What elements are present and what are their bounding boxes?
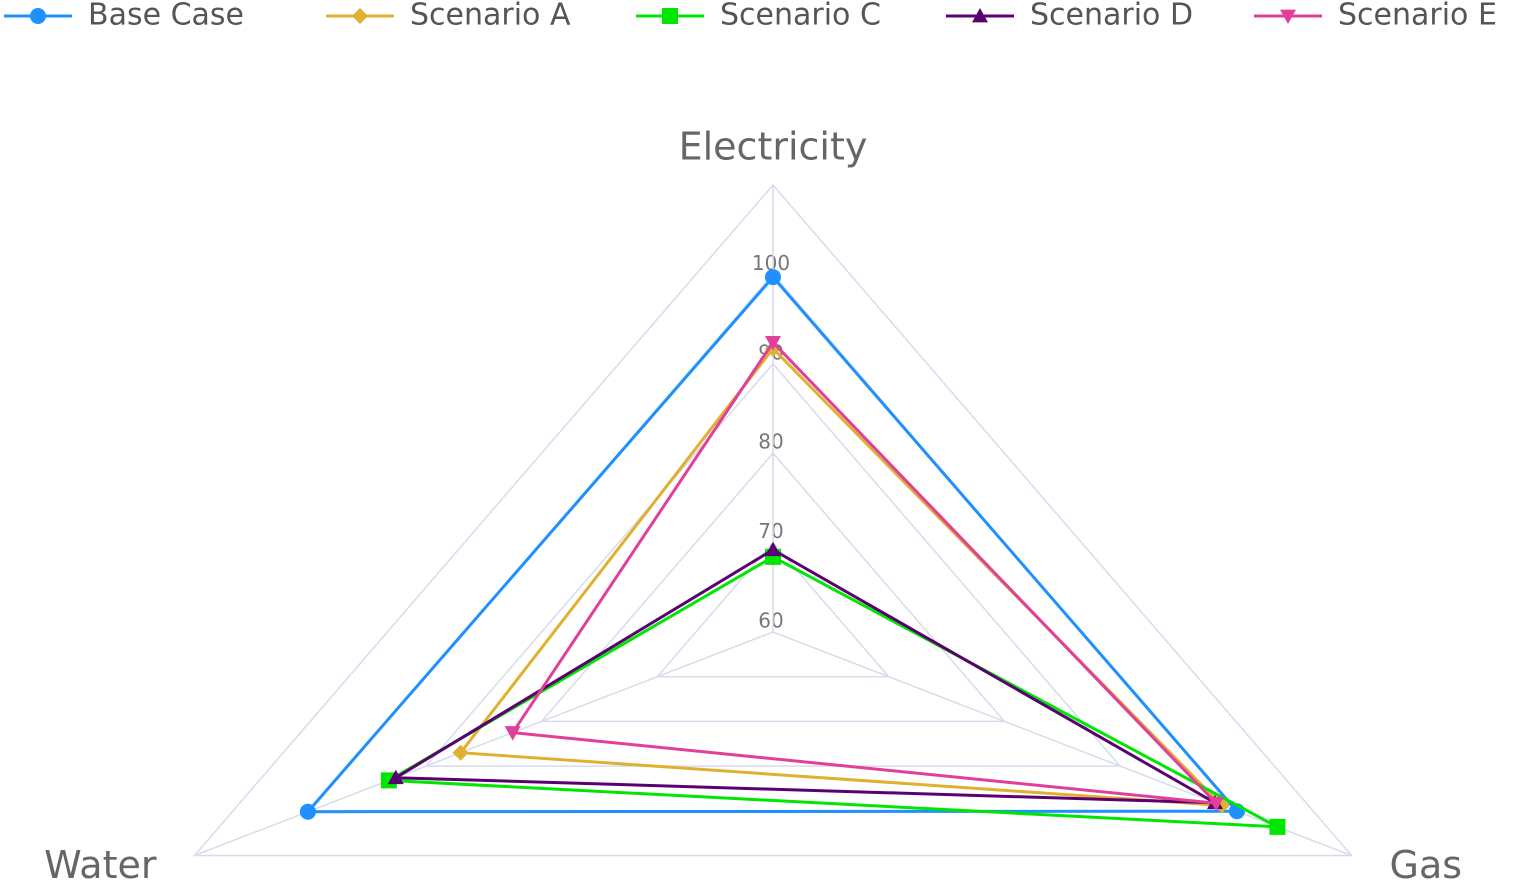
data-point [765, 269, 781, 286]
grid-ring [424, 362, 1122, 767]
grid-ring [655, 541, 891, 678]
axis-label: Gas [1390, 843, 1463, 882]
legend-swatch-marker [30, 8, 46, 24]
data-point [1269, 818, 1286, 835]
legend-label: Scenario E [1338, 0, 1497, 33]
legend-swatch-marker [1280, 9, 1296, 24]
legend-label: Scenario A [410, 0, 571, 33]
legend-label: Base Case [88, 0, 244, 33]
data-point [387, 769, 404, 785]
legend-item: Scenario C [636, 0, 881, 33]
legend-swatch-marker [972, 8, 988, 23]
legend-item: Base Case [4, 0, 244, 33]
series-line [390, 548, 1216, 805]
r-tick-label: 60 [758, 609, 783, 633]
legend-item: Scenario D [946, 0, 1193, 33]
spoke [772, 631, 1352, 857]
data-point [765, 541, 781, 557]
data-point [504, 726, 521, 741]
legend-swatch-marker [352, 8, 368, 24]
data-point [1208, 796, 1225, 812]
data-point [765, 335, 781, 351]
series-line [510, 339, 1221, 806]
r-tick-label: 70 [758, 519, 783, 543]
data-point [452, 744, 469, 761]
radar-frame [192, 183, 1354, 857]
data-point [299, 803, 316, 820]
series-line [304, 274, 1241, 814]
axis-label: Electricity [679, 125, 868, 169]
axis-label: Water [44, 843, 157, 882]
legend-item: Scenario A [326, 0, 571, 33]
legend-item: Scenario E [1254, 0, 1497, 33]
spoke [194, 631, 774, 857]
legend-label: Scenario C [720, 0, 881, 33]
legend-label: Scenario D [1030, 0, 1193, 33]
series-line [383, 555, 1279, 829]
legend-swatch-marker [662, 8, 678, 24]
r-tick-label: 80 [758, 430, 783, 454]
grid-ring [539, 452, 1007, 723]
legend: Base Case Scenario A Scenario C Scenario D S… [4, 0, 1497, 33]
